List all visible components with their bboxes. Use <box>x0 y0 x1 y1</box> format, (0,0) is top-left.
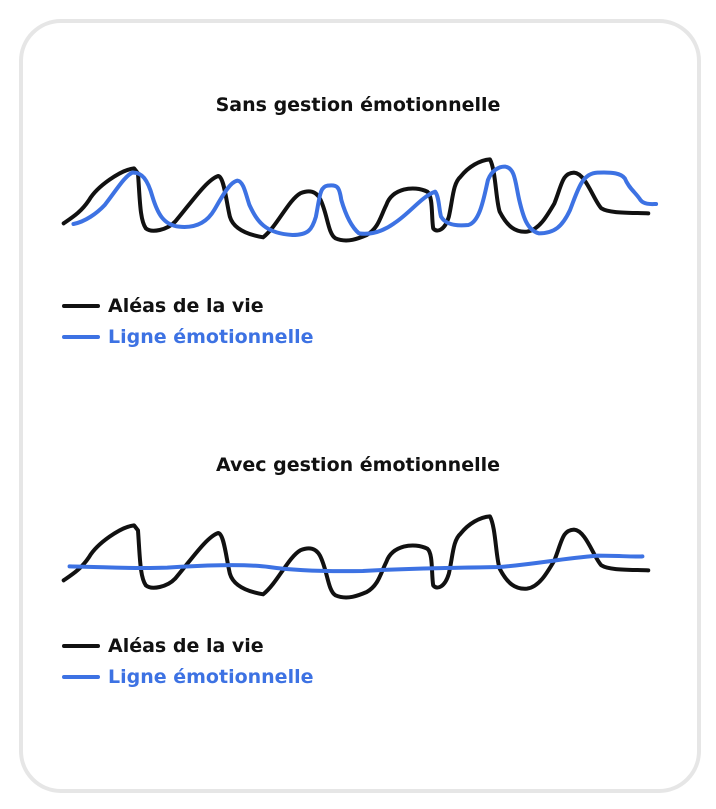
legend-item-emotion: Ligne émotionnelle <box>62 661 313 692</box>
legend-item-life: Aléas de la vie <box>62 630 313 661</box>
legend-label: Ligne émotionnelle <box>108 325 314 348</box>
legend-swatch-blue <box>62 674 100 679</box>
legend-label: Aléas de la vie <box>108 634 264 657</box>
legend-item-life: Aléas de la vie <box>62 290 313 321</box>
legend-with: Aléas de la vie Ligne émotionnelle <box>62 630 313 692</box>
emotional-line-curve <box>70 556 643 572</box>
emotional-line-curve <box>73 167 656 235</box>
legend-swatch-black <box>62 643 100 648</box>
legend-label: Aléas de la vie <box>108 294 264 317</box>
panel-title-with: Avec gestion émotionnelle <box>216 454 500 476</box>
plot-without-management <box>50 150 660 250</box>
life-events-curve <box>64 516 649 597</box>
panel-title-without: Sans gestion émotionnelle <box>215 94 501 116</box>
plot-with-management <box>50 507 660 607</box>
legend-item-emotion: Ligne émotionnelle <box>62 321 313 352</box>
legend-swatch-blue <box>62 334 100 339</box>
legend-label: Ligne émotionnelle <box>108 665 314 688</box>
legend-swatch-black <box>62 303 100 308</box>
diagram-card <box>19 19 701 793</box>
legend-without: Aléas de la vie Ligne émotionnelle <box>62 290 313 352</box>
